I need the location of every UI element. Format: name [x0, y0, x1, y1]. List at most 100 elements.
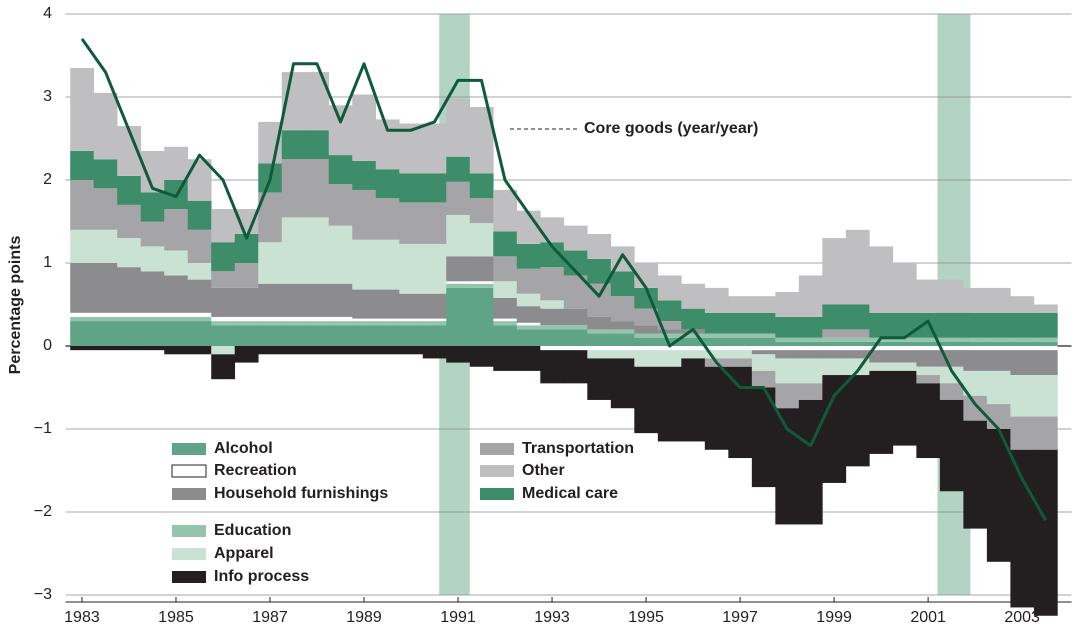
bar-segment [822, 337, 847, 342]
bar-segment [516, 329, 541, 346]
bar-segment [305, 346, 330, 355]
bar-segment [93, 229, 118, 263]
bar-segment [117, 321, 142, 346]
bar-segment [1033, 346, 1058, 351]
bar-segment [775, 408, 800, 525]
bar-segment [117, 267, 142, 313]
bar-segment [446, 256, 471, 282]
bar-segment [352, 239, 377, 290]
bar-segment [164, 250, 189, 276]
bar-segment [328, 155, 353, 185]
bar-segment [469, 198, 494, 224]
x-tick-label: 2001 [910, 609, 946, 626]
bar-segment [751, 296, 776, 313]
bar-segment [681, 333, 706, 338]
bar-segment [446, 346, 471, 363]
bar-segment [70, 150, 95, 180]
bar-segment [234, 346, 259, 363]
bar-segment [775, 346, 800, 351]
bar-segment [352, 325, 377, 346]
bar-segment [681, 346, 706, 351]
bar-segment [657, 321, 682, 330]
legend-swatch [171, 464, 207, 478]
bar-segment [634, 333, 659, 338]
bar-segment [986, 404, 1011, 429]
bar-segment [869, 246, 894, 313]
bar-segment [728, 296, 753, 313]
bar-segment [563, 329, 588, 346]
x-tick-label: 1991 [440, 609, 476, 626]
bar-segment [963, 337, 988, 342]
bar-segment [775, 350, 800, 359]
bar-segment [328, 325, 353, 346]
bar-segment [164, 209, 189, 251]
bar-segment [469, 281, 494, 284]
bar-segment [164, 146, 189, 180]
bar-segment [516, 346, 541, 371]
bar-segment [869, 370, 894, 454]
bar-segment [963, 350, 988, 371]
bar-segment [798, 337, 823, 342]
bar-segment [399, 243, 424, 294]
bar-segment [1033, 304, 1058, 313]
bar-segment [516, 325, 541, 330]
bar-segment [775, 341, 800, 346]
bar-segment [775, 292, 800, 317]
bar-segment [798, 275, 823, 317]
bar-segment [281, 159, 306, 218]
bar-segment [892, 350, 917, 363]
bar-segment [939, 279, 964, 313]
annotation: Core goods (year/year) [584, 120, 758, 137]
bar-segment [892, 312, 917, 338]
bar-segment [493, 256, 518, 282]
bar-segment [1033, 341, 1058, 346]
bar-segment [986, 341, 1011, 346]
bar-segment [70, 316, 95, 322]
bar-segment [751, 370, 776, 388]
bar-segment [469, 223, 494, 257]
bar-segment [751, 387, 776, 488]
legend-label: Info process [214, 568, 309, 585]
bar-segment [540, 267, 565, 301]
bar-segment [187, 346, 212, 355]
bar-segment [657, 333, 682, 338]
bar-segment [117, 175, 142, 205]
bar-segment [93, 263, 118, 313]
bar-segment [540, 350, 565, 384]
legend-label: Medical care [522, 485, 618, 502]
bar-segment [258, 346, 283, 355]
bar-segment [1033, 337, 1058, 342]
bar-segment [422, 293, 447, 319]
bar-segment [657, 337, 682, 346]
bar-segment [681, 308, 706, 330]
bar-segment [845, 229, 870, 305]
bar-segment [93, 92, 118, 160]
bar-segment [845, 346, 870, 351]
bar-segment [1010, 346, 1035, 351]
bar-segment [751, 333, 776, 338]
bar-segment [822, 346, 847, 351]
bar-segment [681, 337, 706, 346]
legend-swatch [480, 465, 514, 477]
bar-segment [1033, 350, 1058, 376]
bar-segment [798, 383, 823, 400]
legend-label: Household furnishings [214, 485, 388, 502]
bar-segment [140, 316, 165, 322]
bar-segment [305, 130, 330, 160]
bar-segment [164, 321, 189, 346]
bar-segment [211, 271, 236, 288]
bar-segment [328, 184, 353, 226]
bar-segment [869, 350, 894, 363]
bar-segment [93, 321, 118, 346]
legend-label: Alcohol [214, 440, 273, 457]
bar-segment [328, 105, 353, 156]
bar-segment [634, 346, 659, 351]
bar-segment [587, 329, 612, 334]
y-tick-label: 2 [43, 171, 52, 188]
bar-segment [328, 321, 353, 326]
bar-segment [845, 375, 870, 467]
bar-segment [516, 210, 541, 244]
y-axis-title: Percentage points [7, 236, 24, 375]
bar-segment [634, 325, 659, 334]
y-tick-label: 1 [43, 254, 52, 271]
